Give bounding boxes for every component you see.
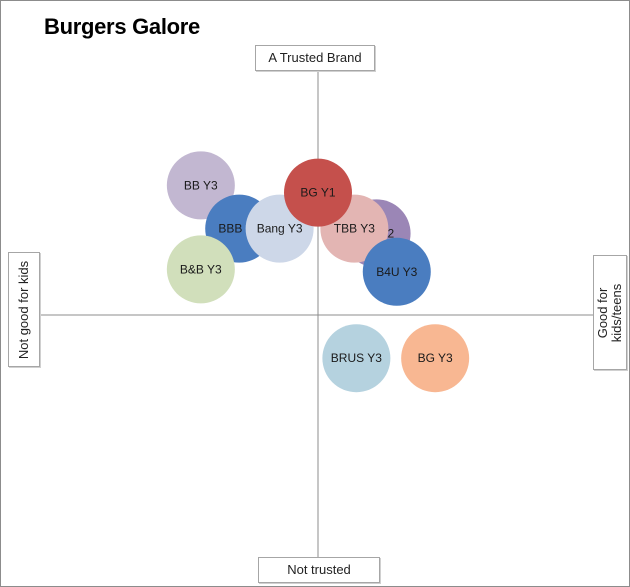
bubble-label: BG Y1 bbox=[300, 186, 335, 200]
bubble-label: B4U Y3 bbox=[376, 265, 417, 279]
bubble-marker bbox=[284, 158, 352, 227]
bubble-label: B&B Y3 bbox=[180, 262, 222, 276]
bubble-point: BRUS Y3 bbox=[322, 324, 391, 393]
x-axis-positive-label-box: Good for kids/teens bbox=[593, 255, 627, 370]
y-axis-negative-label: Not trusted bbox=[258, 557, 380, 583]
bubble-marker bbox=[166, 235, 235, 304]
chart-title: Burgers Galore bbox=[44, 14, 200, 39]
x-axis-negative-label: Not good for kids bbox=[16, 260, 31, 359]
bubble-point: B4U Y3 bbox=[362, 237, 431, 306]
bubble-point: BG Y3 bbox=[401, 324, 470, 393]
bubble-label: BG Y3 bbox=[418, 351, 453, 365]
y-axis-positive-label: A Trusted Brand bbox=[255, 45, 375, 71]
x-axis-positive-label: Good for kids/teens bbox=[595, 283, 624, 342]
bubble-point: B&B Y3 bbox=[166, 235, 235, 304]
bubble-label: BRUS Y3 bbox=[331, 351, 382, 365]
x-axis-negative-label-box: Not good for kids bbox=[8, 252, 40, 367]
bubble-label: Bang Y3 bbox=[257, 222, 303, 236]
bubble-label: TBB Y3 bbox=[334, 222, 375, 236]
bubble-marker bbox=[401, 324, 470, 393]
bubble-marker bbox=[362, 237, 431, 306]
bubble-point: BG Y1 bbox=[284, 158, 352, 227]
bubble-marker bbox=[322, 324, 391, 393]
bubble-label: BB Y3 bbox=[184, 178, 218, 192]
